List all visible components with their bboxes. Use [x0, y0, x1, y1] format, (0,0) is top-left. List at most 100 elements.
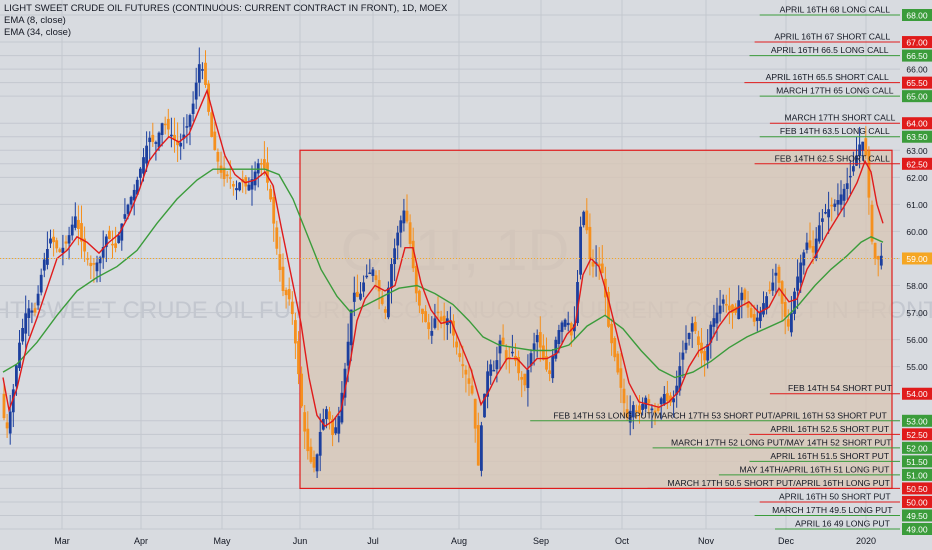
level-label: FEB 14TH 62.5 SHORT CALL [775, 153, 890, 163]
candle-body [613, 338, 617, 358]
candle-body [582, 211, 586, 226]
candle-body [563, 319, 567, 327]
candle-body [346, 341, 350, 366]
candle-body [814, 238, 818, 259]
candle-body [182, 134, 186, 139]
candle-body [771, 282, 775, 291]
y-tick-badge [902, 76, 932, 89]
candle-body [70, 224, 74, 236]
y-tick-badge [902, 157, 932, 170]
candle-body [693, 321, 697, 332]
level-label: MAY 14TH/APRIL 16TH 51 LONG PUT [740, 464, 891, 474]
candle-body [597, 263, 601, 267]
y-tick-label: 54.00 [906, 389, 928, 399]
candle-body [790, 312, 793, 333]
y-tick-label: 55.00 [906, 362, 928, 372]
candle-body [439, 316, 443, 321]
candle-body [2, 393, 6, 419]
candle-body [204, 62, 207, 85]
candle-body [616, 353, 620, 373]
candle-body [511, 351, 514, 354]
candle-body [117, 235, 121, 244]
candle-body [27, 308, 31, 318]
candle-body [755, 317, 759, 322]
candle-body [876, 256, 880, 260]
candle-body [765, 296, 768, 310]
candle-body [641, 404, 644, 410]
ema-fast-line [2, 88, 884, 428]
candle-body [263, 159, 266, 169]
candle-body [839, 194, 843, 205]
x-tick-label: 2020 [856, 536, 876, 546]
candle-body [306, 428, 310, 452]
y-tick-label: 62.00 [906, 173, 928, 183]
candle-body [216, 151, 220, 162]
candle-body [551, 355, 555, 379]
candle-body [157, 132, 161, 148]
candle-body [480, 425, 483, 471]
candle-body [811, 246, 815, 253]
candle-body [371, 269, 375, 276]
candle-body [442, 315, 446, 324]
y-tick-label: 50.50 [906, 484, 928, 494]
shaded-range-box [299, 149, 893, 490]
candle-body [690, 323, 694, 332]
candle-body [566, 322, 570, 326]
candle-body [49, 238, 52, 244]
candle-body [210, 112, 214, 138]
y-tick-label: 52.00 [906, 443, 928, 453]
candle-body [538, 332, 542, 348]
candle-body [108, 230, 111, 239]
y-tick-label: 65.50 [906, 78, 928, 88]
candle-body [377, 280, 381, 292]
candle-body [631, 405, 635, 418]
candle-body [588, 226, 592, 259]
candle-body [18, 342, 21, 369]
candle-body [762, 303, 765, 315]
candle-body [709, 324, 713, 343]
y-tick-label: 51.00 [906, 470, 928, 480]
y-tick-label: 66.00 [906, 65, 928, 75]
candle-body [312, 457, 316, 468]
candle-body [706, 344, 710, 361]
candle-body [579, 226, 582, 275]
candle-body [430, 330, 434, 336]
candle-body [520, 376, 524, 380]
candle-body [303, 412, 307, 432]
candle-body [557, 330, 561, 344]
y-tick-badge [902, 428, 932, 441]
candle-body [638, 405, 641, 414]
candle-body [842, 188, 846, 201]
candle-body [529, 353, 533, 366]
candle-body [129, 196, 133, 205]
candle-body [368, 272, 372, 275]
y-tick-badge [902, 387, 932, 400]
level-label: MARCH 17TH 65 LONG CALL [776, 86, 894, 96]
y-tick-label: 64.00 [906, 119, 928, 129]
x-tick-label: Jun [293, 536, 308, 546]
y-tick-badge [902, 90, 932, 103]
candle-body [768, 289, 772, 292]
candle-body [718, 305, 722, 314]
y-tick-label: 50.00 [906, 497, 928, 507]
level-label: MARCH 17TH SHORT CALL [784, 113, 895, 123]
candle-body [737, 300, 741, 320]
candle-body [455, 341, 458, 348]
candle-body [414, 265, 418, 294]
candle-body [399, 220, 403, 233]
y-tick-badge [902, 523, 932, 535]
candle-body [824, 212, 827, 214]
candle-body [58, 249, 62, 252]
y-tick-label: 63.50 [906, 132, 928, 142]
candle-body [424, 311, 427, 323]
candle-body [250, 179, 254, 190]
y-tick-label: 66.50 [906, 51, 928, 61]
candle-body [228, 177, 232, 179]
candle-body [545, 356, 548, 370]
candle-body [684, 342, 688, 350]
candle-body [194, 82, 198, 100]
candle-body [331, 419, 334, 436]
candle-body [628, 410, 632, 423]
